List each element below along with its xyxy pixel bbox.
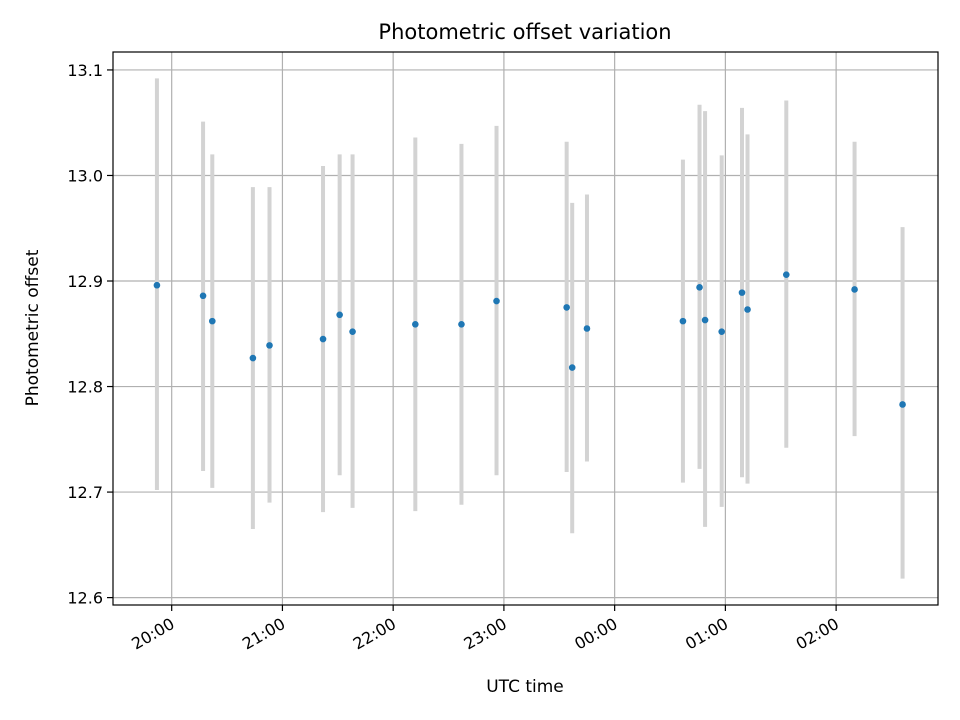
- data-point: [899, 401, 906, 408]
- data-point: [458, 320, 465, 328]
- y-tick-label: 12.6: [67, 589, 103, 608]
- data-point: [851, 286, 858, 293]
- data-point: [738, 289, 746, 296]
- data-point: [568, 364, 576, 371]
- y-axis: 12.6 12.7 12.8 12.9 13.0 13.1: [67, 61, 113, 608]
- y-axis-label: Photometric offset: [23, 249, 43, 406]
- data-point: [583, 325, 591, 332]
- data-point: [782, 271, 790, 278]
- data-point: [266, 342, 273, 349]
- data-point: [679, 317, 687, 325]
- data-point: [249, 354, 257, 362]
- data-point: [744, 306, 751, 313]
- grid: [113, 52, 938, 605]
- data-point: [718, 328, 725, 335]
- data-point: [199, 292, 207, 300]
- data-points: [153, 271, 906, 408]
- data-point: [563, 304, 570, 311]
- plot-frame: [112, 51, 939, 606]
- chart-title: Photometric offset variation: [378, 20, 671, 44]
- data-point: [319, 335, 327, 343]
- data-point: [153, 281, 161, 289]
- data-point: [336, 311, 343, 319]
- x-axis-label: UTC time: [486, 677, 564, 697]
- data-point: [412, 320, 419, 328]
- y-tick-label: 12.8: [67, 378, 103, 397]
- data-point: [701, 316, 709, 324]
- y-tick-label: 12.7: [67, 483, 103, 502]
- y-tick-label: 13.0: [67, 166, 103, 185]
- data-point: [208, 317, 216, 325]
- data-point: [696, 284, 703, 291]
- data-point: [349, 328, 356, 335]
- y-tick-label: 13.1: [67, 61, 103, 80]
- y-tick-label: 12.9: [67, 272, 103, 291]
- data-point: [493, 297, 500, 305]
